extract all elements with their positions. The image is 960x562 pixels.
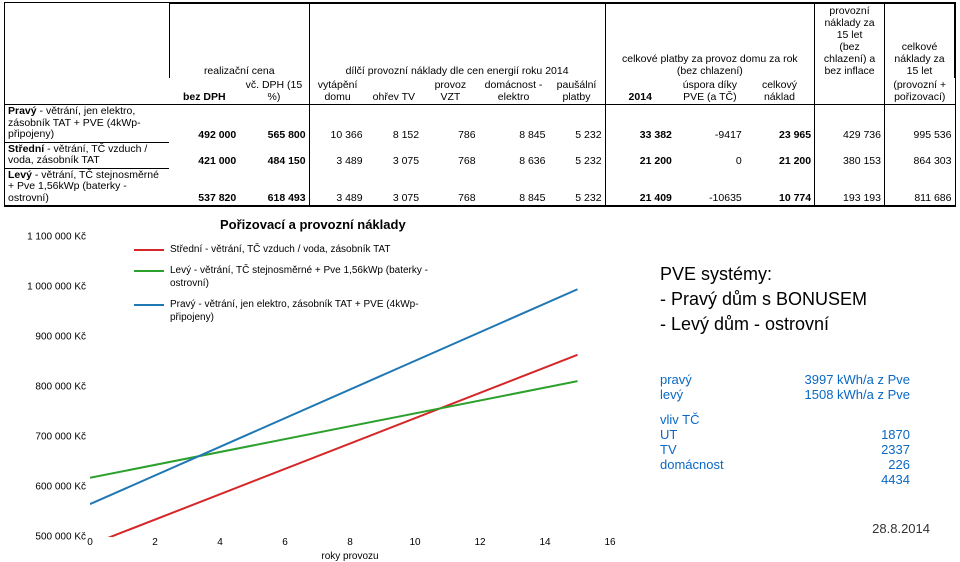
side-row: levý1508 kWh/a z Pve	[660, 387, 910, 402]
x-tick: 2	[140, 537, 170, 548]
x-tick: 4	[205, 537, 235, 548]
side-row: UT1870	[660, 427, 910, 442]
y-tick: 800 000 Kč	[6, 382, 86, 393]
x-axis-label: roky provozu	[90, 551, 610, 562]
legend: Střední - větrání, TČ vzduch / voda, zás…	[130, 239, 440, 336]
legend-item: Střední - větrání, TČ vzduch / voda, zás…	[134, 243, 436, 256]
side-row: domácnost226	[660, 457, 910, 472]
side-table: pravý3997 kWh/a z Pvelevý1508 kWh/a z Pv…	[660, 372, 910, 487]
x-tick: 8	[335, 537, 365, 548]
hdr-celkove-15: celkové náklady za15 let	[884, 4, 954, 79]
y-tick: 700 000 Kč	[6, 432, 86, 443]
header-cols: bez DPH vč. DPH (15 %) vytápění domu ohř…	[5, 78, 955, 105]
x-tick: 0	[75, 537, 105, 548]
hdr-dilci: dílčí provozní náklady dle cen energií r…	[309, 4, 605, 79]
table-row: Pravý - větrání, jen elektro, zásobník T…	[5, 105, 955, 143]
x-tick: 6	[270, 537, 300, 548]
table-row: Levý - větrání, TČ stejnosměrné + Pve 1,…	[5, 168, 955, 206]
hdr-celkove-rok: celkové platby za provoz domu za rok(bez…	[605, 4, 815, 79]
legend-item: Levý - větrání, TČ stejnosměrné + Pve 1,…	[134, 264, 436, 290]
cost-table: realizační cena dílčí provozní náklady d…	[4, 2, 956, 207]
legend-item: Pravý - větrání, jen elektro, zásobník T…	[134, 298, 436, 324]
chart-title: Pořizovací a provozní náklady	[220, 217, 406, 232]
y-tick: 1 000 000 Kč	[6, 282, 86, 293]
y-tick: 1 100 000 Kč	[6, 232, 86, 243]
y-axis: 500 000 Kč600 000 Kč700 000 Kč800 000 Kč…	[6, 237, 86, 537]
chart: Pořizovací a provozní náklady 500 000 Kč…	[0, 217, 640, 557]
chart-series	[90, 355, 578, 537]
y-tick: 600 000 Kč	[6, 482, 86, 493]
x-tick: 16	[595, 537, 625, 548]
side-notes: PVE systémy: - Pravý dům s BONUSEM - Lev…	[660, 262, 867, 338]
side-row: 4434	[660, 472, 910, 487]
x-tick: 14	[530, 537, 560, 548]
y-tick: 500 000 Kč	[6, 532, 86, 543]
y-tick: 900 000 Kč	[6, 332, 86, 343]
table-row: Střední - větrání, TČ vzduch / voda, zás…	[5, 142, 955, 168]
date: 28.8.2014	[872, 521, 930, 536]
side-row: pravý3997 kWh/a z Pve	[660, 372, 910, 387]
x-tick: 12	[465, 537, 495, 548]
hdr-provozni-15: provozní náklady za 15 let(bez chlazení)…	[815, 4, 885, 79]
side-row: TV2337	[660, 442, 910, 457]
x-tick: 10	[400, 537, 430, 548]
hdr-realizacni: realizační cena	[169, 4, 309, 79]
